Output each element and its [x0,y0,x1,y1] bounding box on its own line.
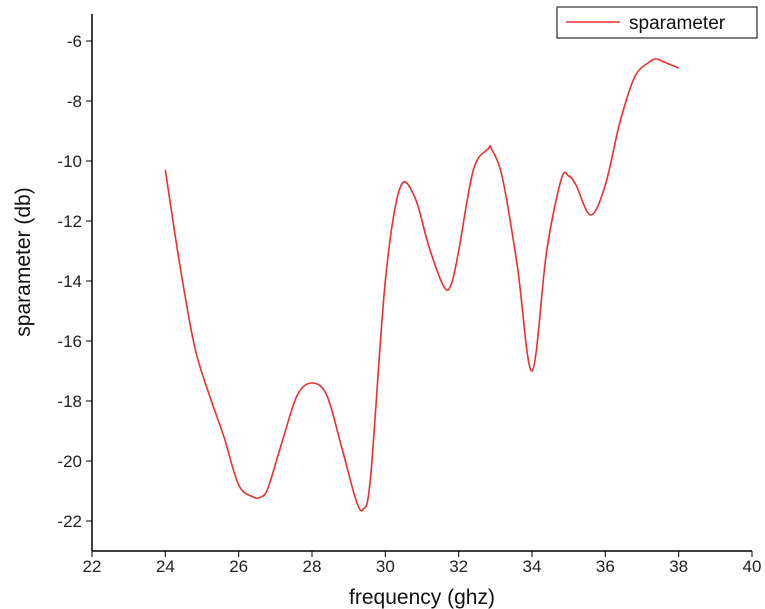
x-tick-label: 38 [669,557,688,576]
x-tick-label: 32 [449,557,468,576]
y-tick-label: -8 [67,92,82,111]
y-tick-label: -12 [57,212,82,231]
series-line-sparameter [164,58,679,512]
x-tick-label: 24 [156,557,175,576]
y-tick-label: -6 [67,32,82,51]
axes [91,14,752,552]
x-tick-label: 28 [303,557,322,576]
legend-label-sparameter: sparameter [629,13,726,34]
y-tick-label: -20 [57,452,82,471]
y-tick-label: -22 [57,512,82,531]
x-tick-label: 26 [229,557,248,576]
legend: sparameter [556,6,758,39]
x-tick-label: 36 [596,557,615,576]
series-layer [164,58,679,512]
x-axis-title: frequency (ghz) [349,586,495,609]
x-axis-ticks: 22 24 26 28 30 32 34 36 38 40 [83,551,762,576]
y-axis-title: sparameter (db) [12,187,35,336]
x-tick-label: 22 [83,557,102,576]
x-tick-label: 40 [743,557,762,576]
y-tick-label: -14 [57,272,82,291]
y-tick-label: -16 [57,332,82,351]
y-tick-label: -10 [57,152,82,171]
x-tick-label: 34 [523,557,542,576]
y-tick-label: -18 [57,392,82,411]
y-axis-ticks: -22 -20 -18 -16 -14 -12 -10 -8 -6 [57,32,92,531]
x-tick-label: 30 [376,557,395,576]
